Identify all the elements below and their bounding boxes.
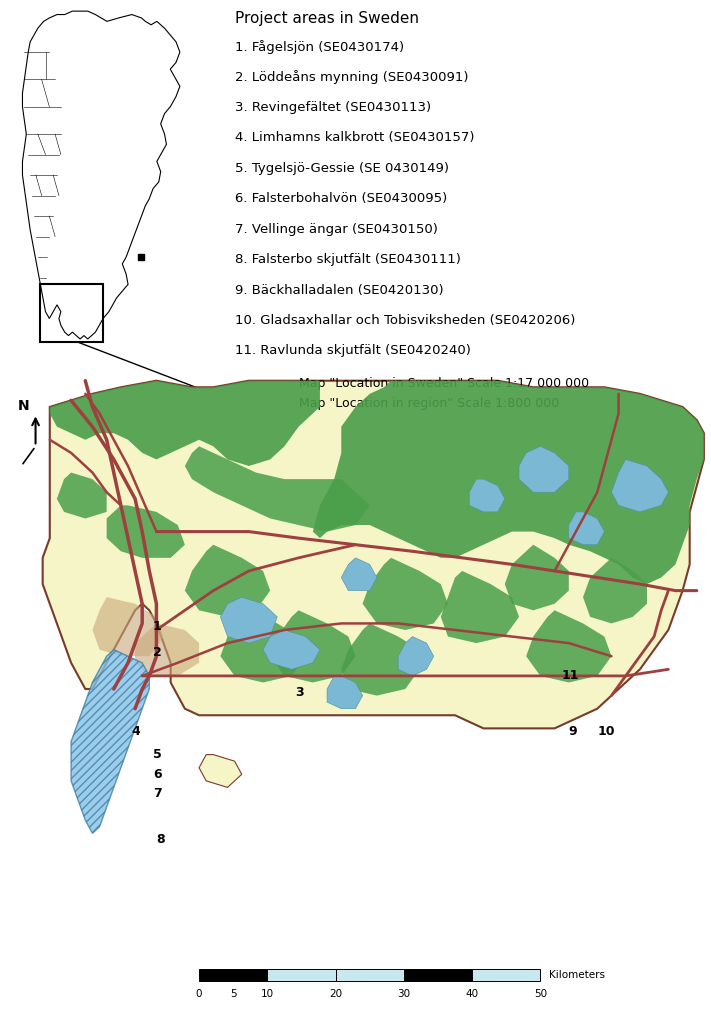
Text: 9: 9 xyxy=(569,725,577,738)
Polygon shape xyxy=(363,557,448,630)
Polygon shape xyxy=(341,557,377,591)
Text: 3: 3 xyxy=(295,685,304,699)
Polygon shape xyxy=(398,637,434,676)
Text: 50: 50 xyxy=(534,989,547,999)
Polygon shape xyxy=(57,473,107,519)
Text: 7: 7 xyxy=(153,787,161,800)
Text: 2. Löddeåns mynning (SE0430091): 2. Löddeåns mynning (SE0430091) xyxy=(235,70,468,84)
Polygon shape xyxy=(505,545,569,610)
Text: Map "Location in region" Scale 1:800 000: Map "Location in region" Scale 1:800 000 xyxy=(299,397,559,410)
Bar xyxy=(336,969,404,981)
Text: 7. Vellinge ängar (SE0430150): 7. Vellinge ängar (SE0430150) xyxy=(235,223,437,236)
Bar xyxy=(267,969,336,981)
Text: 40: 40 xyxy=(466,989,479,999)
Text: Project areas in Sweden: Project areas in Sweden xyxy=(235,11,419,26)
Polygon shape xyxy=(107,505,185,557)
Polygon shape xyxy=(341,623,419,696)
Text: Map "Location in Sweden" Scale 1:17 000 000: Map "Location in Sweden" Scale 1:17 000 … xyxy=(299,377,589,391)
Polygon shape xyxy=(583,557,647,623)
Text: Kilometers: Kilometers xyxy=(549,970,605,980)
Text: 5: 5 xyxy=(230,989,237,999)
Text: 11. Ravlunda skjutfält (SE0420240): 11. Ravlunda skjutfält (SE0420240) xyxy=(235,345,471,358)
Text: 10. Gladsaxhallar och Tobisviksheden (SE0420206): 10. Gladsaxhallar och Tobisviksheden (SE… xyxy=(235,314,575,327)
Text: 0: 0 xyxy=(196,989,203,999)
Polygon shape xyxy=(23,11,180,339)
Text: 9. Bäckhalladalen (SE0420130): 9. Bäckhalladalen (SE0420130) xyxy=(235,284,443,297)
Polygon shape xyxy=(199,755,242,787)
Polygon shape xyxy=(71,650,149,833)
Bar xyxy=(199,969,233,981)
Text: 8: 8 xyxy=(156,833,165,846)
Text: N: N xyxy=(18,400,29,413)
Bar xyxy=(472,969,540,981)
Text: 6: 6 xyxy=(153,768,161,781)
Polygon shape xyxy=(469,479,505,512)
Polygon shape xyxy=(519,446,569,492)
Polygon shape xyxy=(526,610,611,682)
Text: 11: 11 xyxy=(562,669,579,682)
Polygon shape xyxy=(92,597,164,656)
Text: 1: 1 xyxy=(153,620,161,634)
Polygon shape xyxy=(135,623,199,676)
Text: 2: 2 xyxy=(153,647,161,659)
Text: 10: 10 xyxy=(597,725,615,738)
Text: 20: 20 xyxy=(329,989,342,999)
Polygon shape xyxy=(220,597,277,643)
Polygon shape xyxy=(327,676,363,709)
Text: 4: 4 xyxy=(132,725,140,738)
Text: 4. Limhamns kalkbrott (SE0430157): 4. Limhamns kalkbrott (SE0430157) xyxy=(235,131,474,144)
Text: 30: 30 xyxy=(397,989,410,999)
Polygon shape xyxy=(313,380,704,584)
Text: 5. Tygelsjö-Gessie (SE 0430149): 5. Tygelsjö-Gessie (SE 0430149) xyxy=(235,162,449,175)
Polygon shape xyxy=(185,446,370,532)
Polygon shape xyxy=(220,610,306,682)
Bar xyxy=(40,285,103,343)
Polygon shape xyxy=(569,512,604,545)
Polygon shape xyxy=(50,380,320,466)
Text: 10: 10 xyxy=(261,989,274,999)
Text: 8. Falsterbo skjutfält (SE0430111): 8. Falsterbo skjutfält (SE0430111) xyxy=(235,253,461,266)
Bar xyxy=(233,969,267,981)
Bar xyxy=(404,969,472,981)
Polygon shape xyxy=(611,460,668,512)
Text: 6. Falsterbohalvön (SE0430095): 6. Falsterbohalvön (SE0430095) xyxy=(235,192,447,205)
Polygon shape xyxy=(185,545,270,617)
Text: 3. Revingefältet (SE0430113): 3. Revingefältet (SE0430113) xyxy=(235,101,431,114)
Polygon shape xyxy=(43,380,704,728)
Polygon shape xyxy=(270,610,356,682)
Text: 5: 5 xyxy=(153,749,161,761)
Polygon shape xyxy=(441,571,519,643)
Polygon shape xyxy=(263,630,320,669)
Text: 1. Fågelsjön (SE0430174): 1. Fågelsjön (SE0430174) xyxy=(235,40,404,54)
